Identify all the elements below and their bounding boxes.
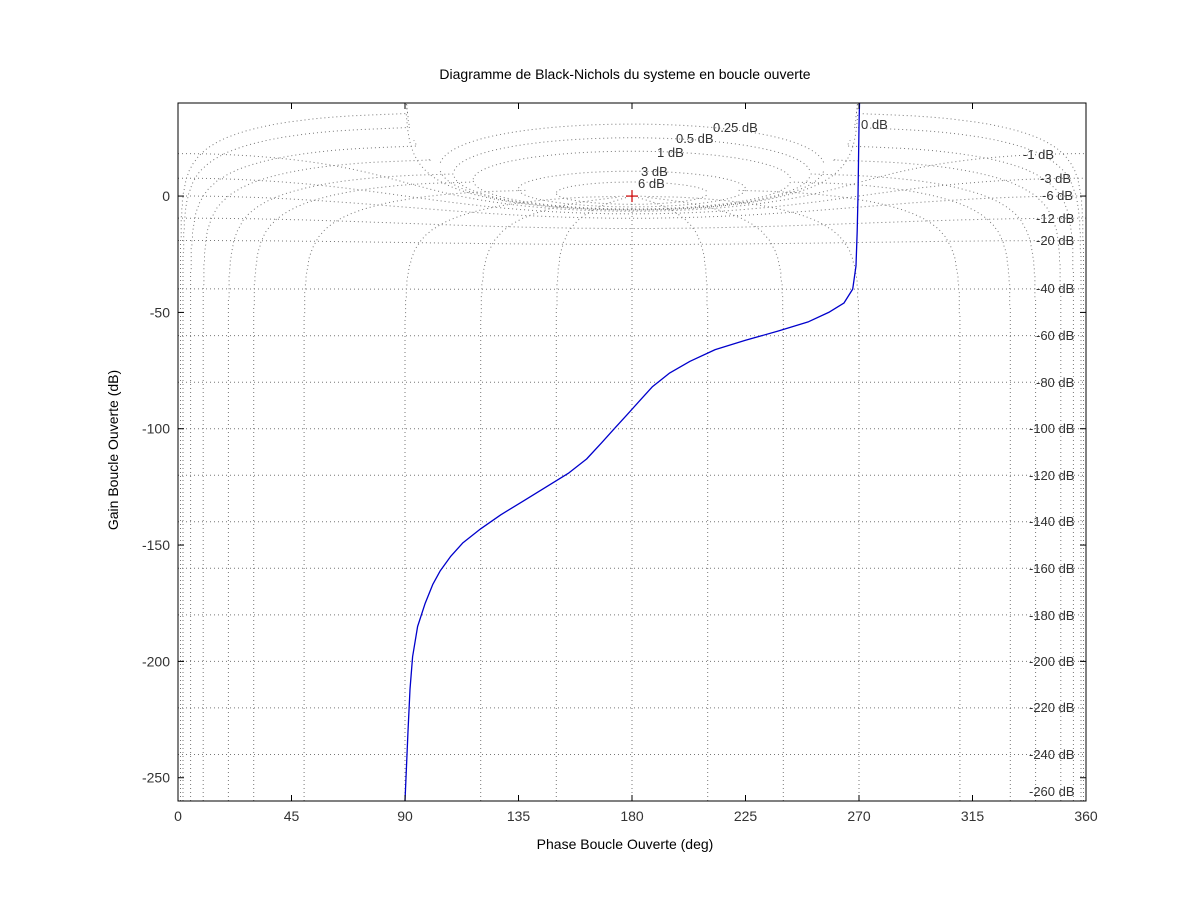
m-contour-label: -240 dB [1029, 747, 1075, 762]
m-contour-label: -6 dB [1042, 188, 1073, 203]
m-contour-label: -1 dB [1023, 147, 1054, 162]
m-contour-label: -3 dB [1040, 171, 1071, 186]
m-contour-label: -60 dB [1036, 328, 1074, 343]
x-tick-label: 315 [961, 808, 985, 824]
m-contour-label: -200 dB [1029, 654, 1075, 669]
n-contour-8 [645, 197, 783, 801]
x-tick-label: 360 [1074, 808, 1098, 824]
n-contour-13 [405, 196, 632, 801]
nichols-grid [178, 103, 1086, 801]
m-contour-label: 1 dB [657, 145, 684, 160]
y-tick-label: -250 [142, 770, 170, 786]
y-tick-label: -100 [142, 421, 170, 437]
y-tick-label: 0 [162, 188, 170, 204]
y-tick-label: -200 [142, 653, 170, 669]
n-contour-0 [857, 103, 1084, 801]
m-contour-label: -20 dB [1036, 233, 1074, 248]
x-tick-label: 225 [734, 808, 758, 824]
n-contour-18 [191, 140, 417, 801]
chart-title: Diagramme de Black-Nichols du systeme en… [439, 66, 810, 82]
x-tick-label: 45 [284, 808, 300, 824]
x-tick-label: 135 [507, 808, 531, 824]
m-contour-10 [178, 241, 1086, 245]
m-contour-6 [178, 154, 1086, 212]
x-tick-label: 0 [174, 808, 182, 824]
x-tick-label: 90 [397, 808, 413, 824]
n-contour-3 [834, 158, 1060, 801]
n-contour-4 [810, 174, 1036, 801]
critical-point-marker [626, 190, 638, 202]
m-contour-labels: 0 dB0.25 dB0.5 dB1 dB3 dB6 dB-1 dB-3 dB-… [638, 117, 1075, 799]
m-contour-9 [178, 218, 1086, 228]
x-tick-label: 270 [847, 808, 871, 824]
tick-labels: 0 45 90 135 180 225 270 315 360 0 -50 -100 -150 -200 -… [142, 103, 1098, 824]
y-tick-label: -50 [150, 304, 170, 320]
n-contour-11 [556, 197, 627, 801]
m-contour-4 [440, 124, 823, 163]
n-contour-14 [304, 190, 527, 801]
m-contour-label: -80 dB [1036, 375, 1074, 390]
x-tick-label: 180 [620, 808, 644, 824]
n-contour-17 [203, 158, 429, 801]
m-contour-label: 6 dB [638, 176, 665, 191]
m-contour-label: 0.25 dB [713, 120, 758, 135]
m-contour-label: 0.5 dB [676, 131, 714, 146]
y-tick-label: -150 [142, 537, 170, 553]
m-contour-label: -260 dB [1029, 784, 1075, 799]
m-contour-2 [473, 151, 791, 179]
n-contour-20 [181, 103, 408, 801]
n-contour-6 [737, 190, 960, 801]
n-contour-5 [793, 182, 1010, 801]
n-contour-7 [633, 196, 859, 801]
m-contour-label: -12 dB [1036, 211, 1074, 226]
m-contour-label: -140 dB [1029, 514, 1075, 529]
m-contour-label: -120 dB [1029, 468, 1075, 483]
m-contour-3 [454, 138, 810, 171]
m-contour-label: -220 dB [1029, 700, 1075, 715]
y-axis-label: Gain Boucle Ouverte (dB) [105, 370, 121, 530]
m-contour-label: 0 dB [861, 117, 888, 132]
m-contour-label: -160 dB [1029, 561, 1075, 576]
n-contour-9 [636, 197, 707, 801]
m-contour-label: -100 dB [1029, 421, 1075, 436]
x-axis-label: Phase Boucle Ouverte (deg) [537, 836, 714, 852]
n-contour-12 [481, 197, 619, 801]
n-contour-16 [228, 174, 454, 801]
m-contour-label: -40 dB [1036, 281, 1074, 296]
m-contour-1 [519, 171, 746, 188]
m-contour-label: -180 dB [1029, 608, 1075, 623]
